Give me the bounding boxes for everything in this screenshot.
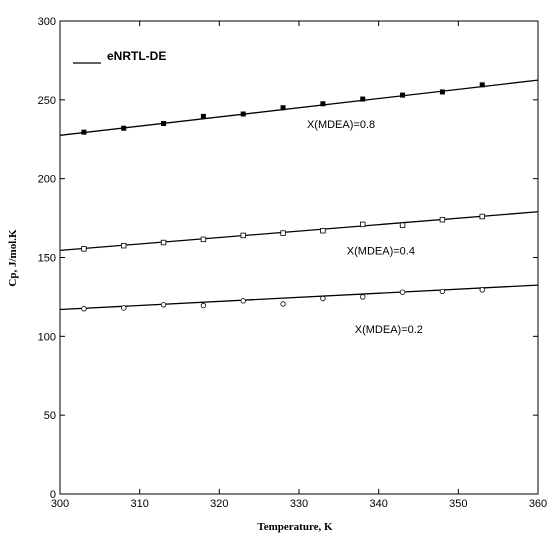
data-point-open-circle bbox=[200, 302, 207, 309]
model-line bbox=[59, 284, 539, 311]
data-point-open-circle bbox=[121, 305, 127, 311]
y-tick-label: 250 bbox=[38, 95, 56, 107]
plot-frame bbox=[59, 20, 539, 495]
data-point-filled-square bbox=[121, 125, 127, 131]
data-point-filled-square bbox=[200, 113, 206, 119]
data-point-open-circle bbox=[240, 298, 246, 304]
data-point-filled-square bbox=[439, 89, 445, 95]
data-point-filled-square bbox=[280, 105, 286, 111]
x-tick-label: 330 bbox=[290, 498, 308, 510]
data-point-filled-square bbox=[320, 101, 326, 107]
x-tick-label: 320 bbox=[210, 498, 228, 510]
x-tick-label: 350 bbox=[449, 498, 467, 510]
data-point-open-circle bbox=[479, 287, 485, 293]
y-tick-label: 50 bbox=[44, 410, 56, 422]
plot-area-border bbox=[59, 20, 539, 495]
series-annotation: X(MDEA)=0.2 bbox=[355, 324, 423, 336]
data-point-open-circle bbox=[280, 301, 286, 307]
data-point-open-circle bbox=[439, 288, 446, 295]
data-point-open-square bbox=[121, 242, 127, 249]
data-point-filled-square bbox=[161, 120, 167, 126]
data-point-filled-square bbox=[81, 129, 87, 135]
data-point-filled-square bbox=[360, 96, 366, 102]
legend-label: eNRTL-DE bbox=[107, 49, 166, 63]
series-annotations: X(MDEA)=0.8 X(MDEA)=0.4 X(MDEA)=0.2 bbox=[307, 119, 423, 336]
data-point-filled-square bbox=[400, 92, 406, 98]
data-point-open-circle bbox=[320, 295, 326, 302]
y-tick-label: 300 bbox=[38, 16, 56, 28]
data-point-open-square bbox=[81, 246, 87, 252]
data-markers bbox=[81, 82, 485, 312]
data-point-open-square bbox=[439, 216, 446, 223]
data-point-open-square bbox=[360, 221, 366, 228]
y-axis-title: Cp, J/mol.K bbox=[7, 229, 19, 287]
series-annotation: X(MDEA)=0.8 bbox=[307, 119, 375, 131]
data-point-open-square bbox=[240, 232, 246, 239]
x-axis-ticks: 300 310 320 330 340 350 360 bbox=[51, 21, 547, 510]
y-axis-ticks: 0 50 100 150 200 250 300 bbox=[38, 16, 538, 501]
legend: eNRTL-DE bbox=[73, 49, 166, 64]
series-annotation: X(MDEA)=0.4 bbox=[347, 245, 415, 257]
x-tick-label: 340 bbox=[369, 498, 387, 510]
model-line bbox=[59, 79, 539, 136]
y-tick-label: 0 bbox=[50, 489, 56, 501]
data-point-open-square bbox=[280, 230, 286, 236]
y-tick-label: 100 bbox=[38, 331, 56, 343]
model-lines bbox=[59, 79, 539, 311]
data-point-open-circle bbox=[81, 306, 87, 312]
data-point-open-square bbox=[200, 236, 207, 243]
data-point-open-square bbox=[479, 213, 485, 220]
data-point-filled-square bbox=[479, 82, 485, 88]
x-tick-label: 360 bbox=[529, 498, 547, 510]
data-point-open-circle bbox=[360, 294, 366, 300]
y-tick-label: 150 bbox=[38, 253, 56, 265]
x-tick-label: 310 bbox=[130, 498, 148, 510]
y-tick-label: 200 bbox=[38, 174, 56, 186]
data-point-open-circle bbox=[399, 289, 406, 295]
data-point-filled-square bbox=[240, 111, 246, 117]
data-point-open-circle bbox=[160, 302, 167, 308]
data-point-open-square bbox=[320, 227, 326, 234]
model-line bbox=[59, 211, 539, 252]
x-axis-title: Temperature, K bbox=[257, 521, 333, 533]
data-point-open-square bbox=[399, 222, 406, 228]
x-tick-label: 300 bbox=[51, 498, 69, 510]
data-point-open-square bbox=[160, 239, 167, 246]
